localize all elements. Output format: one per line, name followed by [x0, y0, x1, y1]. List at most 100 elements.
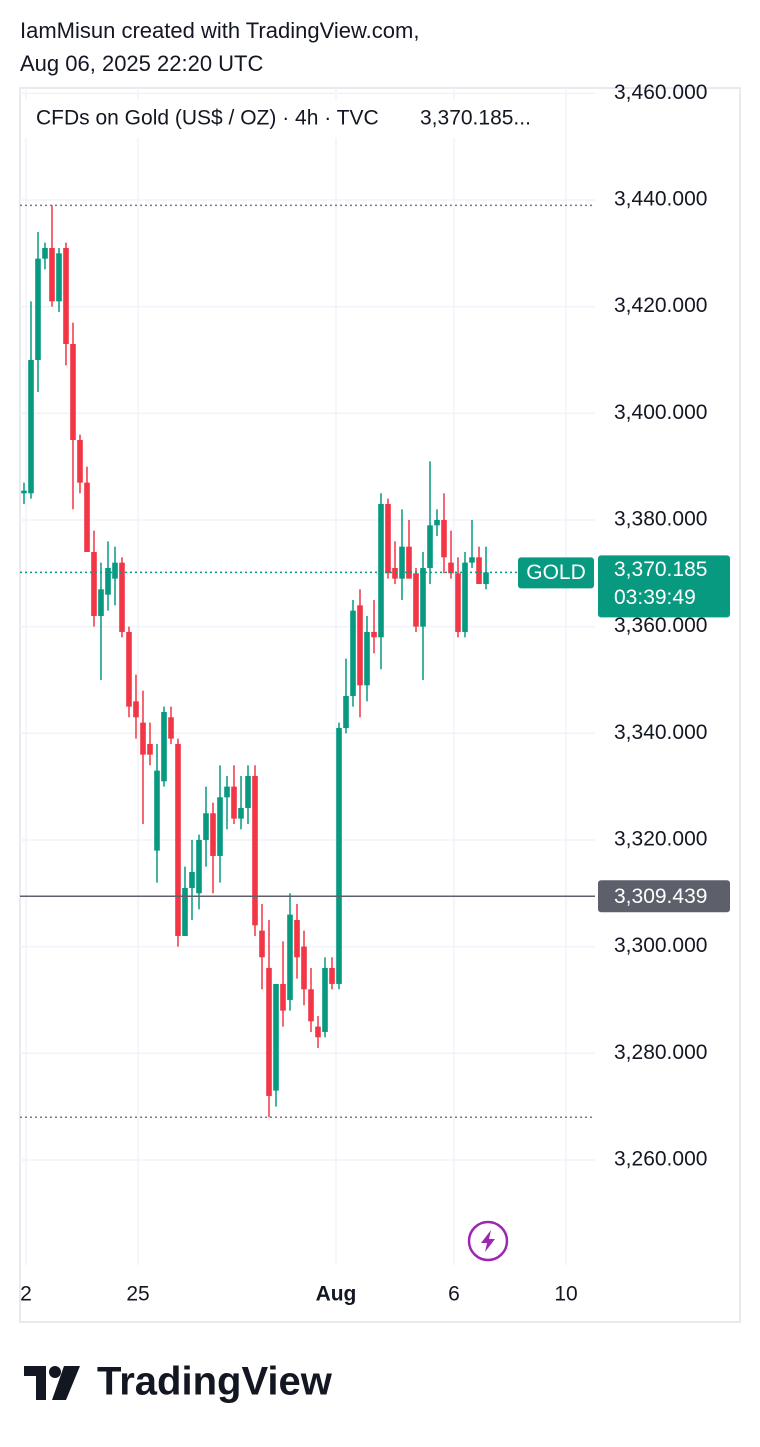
candle-body — [399, 546, 405, 579]
y-tick-label: 3,260.000 — [614, 1147, 707, 1170]
candle-body — [112, 562, 118, 579]
candle-body — [196, 839, 202, 894]
y-tick-label: 3,420.000 — [614, 294, 707, 317]
header-line: Aug 06, 2025 22:20 UTC — [20, 51, 263, 76]
candle-body — [70, 343, 76, 440]
candle-body — [392, 567, 398, 579]
candle-body — [91, 551, 97, 616]
candle-body — [252, 775, 258, 926]
candle-body — [140, 722, 146, 755]
candle-body — [119, 562, 125, 632]
candle-body — [126, 631, 132, 707]
candle-body — [476, 557, 482, 584]
candle-body — [427, 525, 433, 568]
candle-body — [56, 253, 62, 302]
candle-body — [63, 247, 69, 344]
candle-body — [182, 887, 188, 936]
brand-name: TradingView — [97, 1360, 333, 1404]
candle-body — [315, 1026, 321, 1038]
candle-body — [133, 701, 139, 718]
candle-body — [217, 797, 223, 856]
candle-body — [161, 711, 167, 782]
candle-body — [35, 258, 41, 360]
candle-body — [483, 572, 489, 584]
header-line: IamMisun created with TradingView.com, — [20, 18, 419, 43]
candle-body — [462, 562, 468, 632]
y-tick-label: 3,440.000 — [614, 188, 707, 211]
candle-body — [105, 567, 111, 595]
candle-body — [98, 589, 104, 616]
candle-body — [455, 573, 461, 632]
last-price-tag — [598, 555, 730, 618]
candle-body — [21, 490, 27, 494]
candle-body — [203, 813, 209, 840]
candle-body — [210, 813, 216, 856]
candle-body — [441, 519, 447, 558]
candle-body — [280, 983, 286, 1011]
candle-body — [308, 989, 314, 1022]
y-tick-label: 3,320.000 — [614, 828, 707, 851]
brand-logo — [24, 1366, 80, 1400]
candle-body — [294, 919, 300, 958]
candle-body — [245, 775, 251, 808]
countdown-label: 03:39:49 — [614, 586, 696, 609]
chart-title: CFDs on Gold (US$ / OZ) · 4h · TVC — [36, 107, 379, 130]
candle-body — [238, 807, 244, 819]
candle-body — [406, 546, 412, 579]
candle-body — [147, 743, 153, 755]
y-tick-label: 3,380.000 — [614, 508, 707, 531]
candle-body — [77, 439, 83, 483]
candle-body — [266, 967, 272, 1096]
candle-body — [385, 503, 391, 574]
candle-body — [371, 631, 377, 638]
y-tick-label: 3,280.000 — [614, 1041, 707, 1064]
candle-body — [448, 562, 454, 574]
candle-body — [28, 359, 34, 494]
y-tick-label: 3,400.000 — [614, 401, 707, 424]
x-tick-label: 25 — [126, 1283, 149, 1306]
candle-body — [413, 573, 419, 627]
candle-body — [434, 519, 440, 526]
y-tick-label: 3,460.000 — [614, 81, 707, 104]
candle-body — [259, 930, 265, 958]
candle-body — [469, 557, 475, 563]
candle-body — [329, 967, 335, 984]
chart-frame — [19, 87, 741, 1323]
x-tick-label: 6 — [448, 1283, 460, 1306]
candle-body — [287, 914, 293, 1000]
candle-body — [322, 967, 328, 1032]
candle-body — [364, 631, 370, 686]
candle-body — [154, 770, 160, 851]
candle-body — [420, 567, 426, 627]
candle-body — [224, 786, 230, 798]
x-tick-label: 10 — [554, 1283, 577, 1306]
title-backdrop — [22, 100, 542, 138]
candle-body — [301, 946, 307, 990]
x-tick-label: 2 — [20, 1283, 32, 1306]
candle-body — [273, 983, 279, 1091]
symbol-tag — [518, 557, 594, 589]
y-tick-label: 3,300.000 — [614, 934, 707, 957]
title-price: 3,370.185... — [420, 107, 531, 130]
candle-body — [357, 605, 363, 686]
candle-body — [378, 503, 384, 638]
candle-body — [84, 482, 90, 552]
reference-tag — [598, 880, 730, 913]
candle-body — [168, 717, 174, 739]
x-tick-label: Aug — [316, 1283, 357, 1306]
candle-body — [189, 871, 195, 888]
y-tick-label: 3,360.000 — [614, 614, 707, 637]
candle-body — [175, 743, 181, 936]
candle-body — [42, 247, 48, 259]
candle-body — [343, 695, 349, 728]
candle-body — [49, 247, 55, 302]
candle-body — [231, 786, 237, 819]
y-tick-label: 3,340.000 — [614, 721, 707, 744]
plot: 3,260.000 3,280.000 3,300.000 3,320.000 3,34… — [20, 81, 730, 1306]
last-price-label: 3,370.185 — [614, 558, 707, 581]
candle-body — [336, 727, 342, 984]
candle-body — [350, 610, 356, 696]
reference-label: 3,309.439 — [614, 885, 707, 908]
